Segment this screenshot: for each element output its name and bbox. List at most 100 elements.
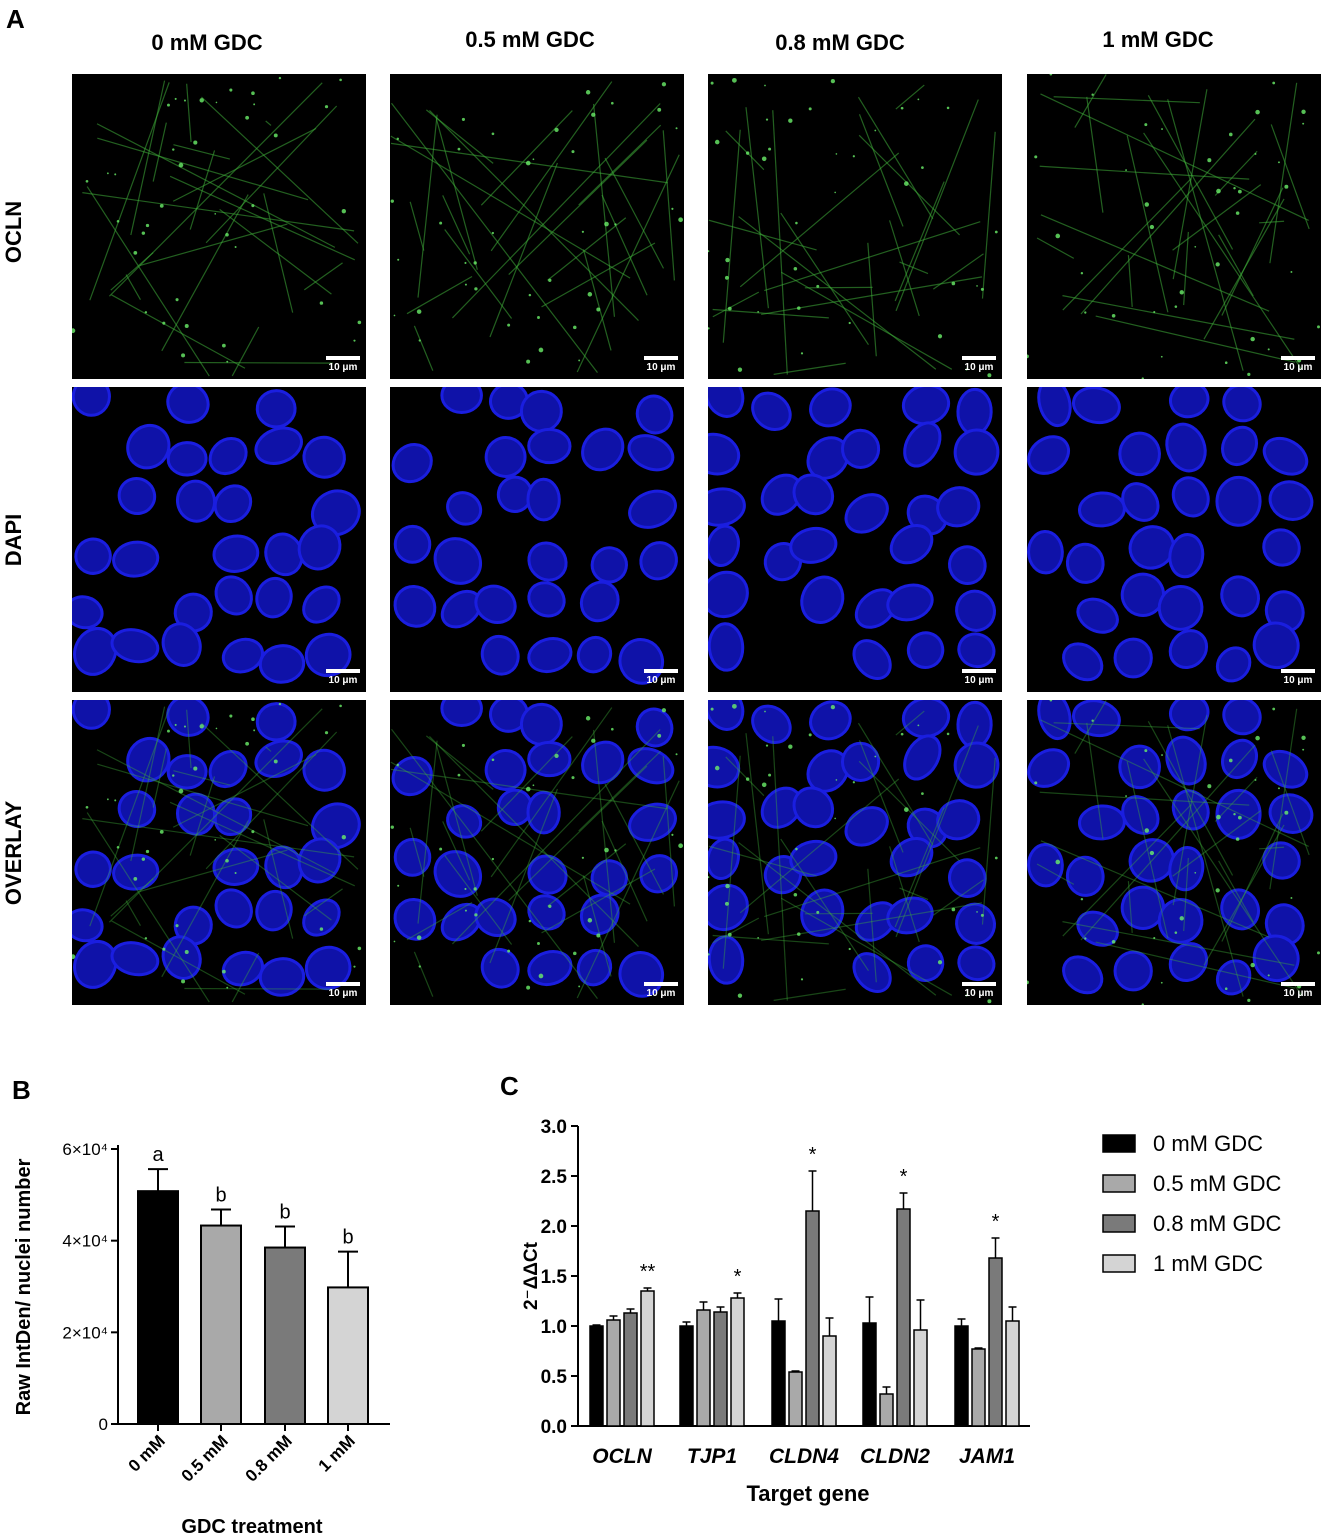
y-tick-label: 6×10⁴	[62, 1140, 108, 1159]
micrograph-dapi-3: 10 μm	[708, 387, 1002, 692]
bar-tjp1-series-2	[696, 1309, 711, 1427]
bar-ocln-series-1	[589, 1325, 604, 1427]
significance-marker: **	[640, 1261, 656, 1283]
significance-letter: a	[152, 1144, 164, 1166]
row-header-overlay: OVERLAY	[1, 800, 26, 906]
scale-bar	[962, 982, 996, 986]
scale-bar-label: 10 μm	[328, 675, 358, 686]
y-tick-label: 0.0	[541, 1417, 567, 1438]
y-tick-label: 2×10⁴	[62, 1323, 108, 1342]
column-header-0-5mm: 0.5 mM GDC	[465, 27, 595, 52]
x-tick-label-cldn2: CLDN2	[860, 1445, 930, 1468]
scale-bar-label: 10 μm	[646, 362, 676, 373]
x-tick-label: 0.8 mM	[242, 1431, 296, 1485]
bar-jam1-series-4	[1005, 1320, 1020, 1427]
micrograph-overlay-2: 10 μm	[390, 700, 684, 1005]
y-tick-label: 1.5	[541, 1267, 568, 1288]
scale-bar	[326, 356, 360, 360]
legend-swatch-4	[1102, 1254, 1136, 1273]
micrograph-dapi-2: 10 μm	[390, 387, 684, 692]
x-tick-label-tjp1: TJP1	[687, 1445, 737, 1468]
bar-08mM	[264, 1246, 306, 1425]
significance-letter: b	[342, 1227, 353, 1249]
scale-bar	[962, 356, 996, 360]
bar-jam1-series-3	[988, 1257, 1003, 1427]
panel-c-letter: C	[500, 1071, 519, 1101]
scale-bar	[1281, 356, 1315, 360]
micrograph-dapi-1: 10 μm	[72, 387, 366, 692]
x-axis-title: Target gene	[746, 1481, 869, 1506]
bar-tjp1-series-4	[730, 1297, 745, 1427]
bar-cldn4-series-4	[822, 1335, 837, 1427]
micrograph-ocln-4: 10 μm	[1027, 74, 1321, 379]
x-tick-label: 0.5 mM	[178, 1431, 232, 1485]
bar-cldn4-series-3	[805, 1210, 820, 1427]
bar-tjp1-series-1	[679, 1325, 694, 1427]
scale-bar-label: 10 μm	[328, 362, 358, 373]
bar-cldn4-series-2	[788, 1371, 803, 1427]
micrograph-overlay-4: 10 μm	[1027, 700, 1321, 1005]
scale-bar	[1281, 669, 1315, 673]
y-tick-label: 2.0	[541, 1217, 567, 1238]
bar-1mM	[327, 1286, 369, 1425]
y-tick-label: 3.0	[541, 1117, 567, 1138]
bar-cldn2-series-2	[879, 1393, 894, 1427]
scale-bar	[326, 982, 360, 986]
legend-swatch-1	[1102, 1134, 1136, 1153]
y-tick-label: 0	[99, 1415, 108, 1434]
micrograph-ocln-2: 10 μm	[390, 74, 684, 379]
column-header-1mm: 1 mM GDC	[1102, 27, 1214, 52]
x-tick-label: 0 mM	[125, 1431, 169, 1475]
x-axis-title: GDC treatment	[181, 1516, 322, 1538]
scale-bar-label: 10 μm	[964, 675, 994, 686]
bar-ocln-series-3	[623, 1312, 638, 1427]
micrograph-overlay-1: 10 μm	[72, 700, 366, 1005]
significance-marker: *	[809, 1144, 817, 1166]
legend-swatch-3	[1102, 1214, 1136, 1233]
bar-05mM	[200, 1224, 242, 1425]
legend-label-4: 1 mM GDC	[1153, 1251, 1263, 1276]
y-tick-label: 4×10⁴	[62, 1232, 108, 1251]
scale-bar-label: 10 μm	[1283, 362, 1313, 373]
micrograph-ocln-3: 10 μm	[708, 74, 1002, 379]
scale-bar	[962, 669, 996, 673]
column-header-0-8mm: 0.8 mM GDC	[775, 30, 905, 55]
bar-ocln-series-2	[606, 1319, 621, 1427]
scale-bar	[326, 669, 360, 673]
micrograph-ocln-1: 10 μm	[72, 74, 366, 379]
x-tick-label-cldn4: CLDN4	[769, 1445, 839, 1468]
row-header-ocln: OCLN	[1, 200, 26, 264]
significance-marker: *	[900, 1166, 908, 1188]
scale-bar-label: 10 μm	[964, 988, 994, 999]
x-tick-label: 1 mM	[315, 1431, 359, 1475]
y-tick-label: 2.5	[541, 1167, 568, 1188]
scale-bar-label: 10 μm	[964, 362, 994, 373]
significance-letter: b	[279, 1201, 290, 1223]
y-tick-label: 0.5	[541, 1367, 568, 1388]
column-header-0mm: 0 mM GDC	[151, 30, 263, 55]
bar-cldn4-series-1	[771, 1320, 786, 1427]
bar-cldn2-series-3	[896, 1208, 911, 1427]
scale-bar-label: 10 μm	[1283, 988, 1313, 999]
legend-label-3: 0.8 mM GDC	[1153, 1211, 1281, 1236]
significance-marker: *	[734, 1266, 742, 1288]
panel-a-letter: A	[6, 4, 25, 34]
row-header-dapi: DAPI	[1, 513, 26, 567]
scale-bar-label: 10 μm	[646, 988, 676, 999]
legend-label-1: 0 mM GDC	[1153, 1131, 1263, 1156]
scale-bar-label: 10 μm	[1283, 675, 1313, 686]
scale-bar	[1281, 982, 1315, 986]
x-tick-label-jam1: JAM1	[959, 1445, 1015, 1468]
micrograph-dapi-4: 10 μm	[1027, 387, 1321, 692]
bar-jam1-series-2	[971, 1348, 986, 1427]
bar-cldn2-series-1	[862, 1322, 877, 1427]
panel-b-chart: B 0 2×10⁴ 4×10⁴ 6×10⁴ a 0 mM b 0.5 mM b 0.8 mM b 1 m…	[12, 1075, 390, 1538]
scale-bar	[644, 982, 678, 986]
micrograph-overlay-3: 10 μm	[708, 700, 1002, 1005]
scale-bar-label: 10 μm	[328, 988, 358, 999]
bar-cldn2-series-4	[913, 1329, 928, 1427]
significance-letter: b	[215, 1185, 226, 1207]
panel-b-letter: B	[12, 1075, 31, 1105]
legend-swatch-2	[1102, 1174, 1136, 1193]
x-tick-label-ocln: OCLN	[592, 1445, 652, 1468]
